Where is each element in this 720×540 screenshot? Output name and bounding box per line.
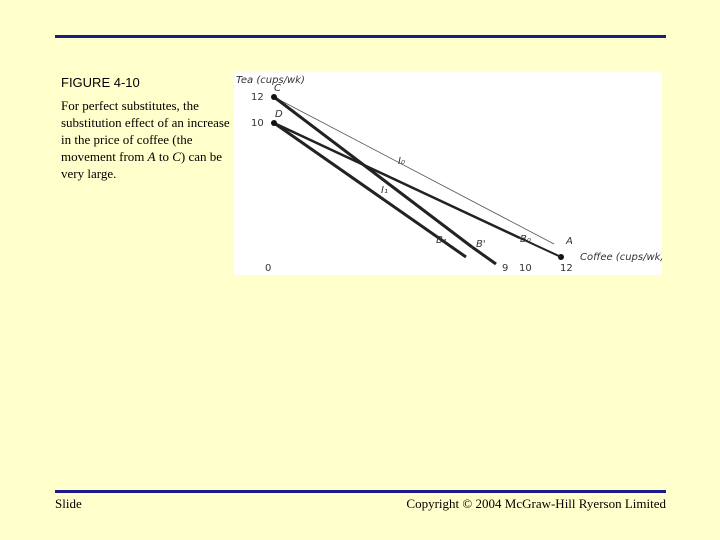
x-tick-10: 10	[519, 263, 532, 274]
label-b-prime: B'	[476, 239, 486, 250]
indifference-curve-i0	[273, 96, 555, 245]
footer-copyright: Copyright © 2004 McGraw-Hill Ryerson Lim…	[406, 496, 666, 511]
bottom-rule	[55, 490, 666, 493]
figure-title: FIGURE 4-10	[61, 75, 140, 90]
label-i0: I₀	[398, 156, 405, 167]
y-tick-12: 12	[251, 92, 264, 103]
label-b1: B₁	[436, 235, 447, 246]
budget-line-b1	[273, 121, 467, 259]
top-rule	[55, 35, 666, 38]
caption-point-a: A	[147, 149, 156, 164]
point-d	[271, 120, 277, 126]
label-d: D	[275, 109, 283, 120]
caption-text-1: For perfect substitutes, the substitutio…	[61, 98, 230, 164]
budget-line-b0	[273, 121, 521, 240]
budget-line-b-prime	[273, 95, 473, 249]
figure-caption: For perfect substitutes, the substitutio…	[61, 97, 233, 182]
label-i1: I₁	[381, 185, 388, 196]
budget-constraint-graph: Tea (cups/wk) Coffee (cups/wk) 12 10 0 9…	[234, 72, 662, 275]
footer-slide-label: Slide	[55, 496, 82, 511]
caption-text-2: to	[155, 149, 173, 164]
graph-svg: Tea (cups/wk) Coffee (cups/wk) 12 10 0 9…	[236, 75, 662, 274]
label-b0: B₀	[520, 234, 531, 245]
budget-line-b-prime-tail	[471, 245, 497, 266]
y-tick-10: 10	[251, 118, 264, 129]
y-axis-label: Tea (cups/wk)	[236, 75, 305, 86]
point-c	[271, 94, 277, 100]
x-tick-12: 12	[560, 263, 573, 274]
x-axis-label: Coffee (cups/wk)	[580, 252, 662, 263]
x-tick-9: 9	[502, 263, 508, 274]
budget-line-b0-end	[519, 237, 562, 258]
label-c: C	[274, 83, 281, 94]
caption-point-c: C	[172, 149, 181, 164]
caption-text-3: ) can be very large.	[61, 149, 223, 181]
label-a: A	[565, 236, 573, 247]
origin-label: 0	[265, 263, 271, 274]
